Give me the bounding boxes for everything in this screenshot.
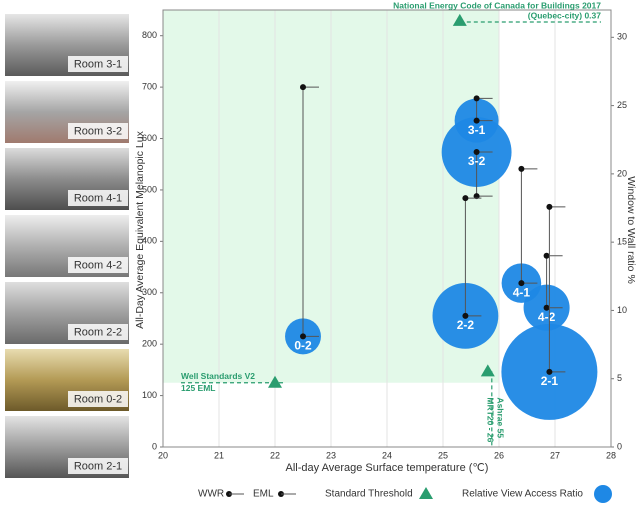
x-axis-label: All-day Average Surface temperature (℃) bbox=[286, 462, 489, 474]
room-label-bg bbox=[68, 257, 128, 273]
threshold-marker bbox=[452, 13, 467, 26]
legend-label: EML bbox=[253, 489, 274, 500]
x-tick-label: 28 bbox=[606, 450, 616, 460]
x-tick-label: 26 bbox=[494, 450, 504, 460]
bubble-label: 3-1 bbox=[468, 123, 486, 137]
room-label-bg bbox=[68, 123, 128, 139]
legend-label: WWR bbox=[198, 489, 224, 500]
room-label: Room 4-1 bbox=[74, 192, 122, 204]
bubble-label: 2-2 bbox=[457, 318, 475, 332]
eml-point bbox=[473, 193, 480, 200]
x-tick-label: 23 bbox=[326, 450, 336, 460]
eml-point bbox=[518, 165, 525, 172]
x-tick-label: 21 bbox=[214, 450, 224, 460]
y-tick-label: 300 bbox=[142, 287, 157, 297]
threshold-marker bbox=[268, 375, 282, 388]
y2-tick-label: 15 bbox=[617, 237, 627, 247]
y2-tick-label: 0 bbox=[617, 441, 622, 451]
room-label-bg bbox=[68, 458, 128, 474]
room-label: Room 4-2 bbox=[74, 259, 122, 271]
room-label-bg bbox=[68, 56, 128, 72]
wwr-point bbox=[300, 333, 306, 340]
y-tick-label: 400 bbox=[142, 236, 157, 246]
y-tick-label: 800 bbox=[142, 30, 157, 40]
x-tick-label: 27 bbox=[550, 450, 560, 460]
y2-tick-label: 10 bbox=[617, 305, 627, 315]
plot-frame bbox=[162, 9, 612, 448]
bubble-label: 4-1 bbox=[513, 285, 531, 299]
threshold-label: Well Standards V2 bbox=[181, 371, 255, 381]
y2-axis-label: Window to Wall ratio % bbox=[625, 176, 637, 284]
room-label: Room 0-2 bbox=[74, 393, 122, 405]
room-label-bg bbox=[68, 190, 128, 206]
wwr-point bbox=[473, 117, 480, 124]
bubble-label: 0-2 bbox=[294, 339, 312, 353]
x-tick-label: 20 bbox=[158, 450, 168, 460]
wwr-point bbox=[462, 312, 469, 319]
x-tick-label: 22 bbox=[270, 450, 280, 460]
wwr-point bbox=[518, 280, 525, 287]
y-tick-label: 100 bbox=[142, 390, 157, 400]
wwr-point bbox=[543, 304, 550, 311]
y-tick-label: 0 bbox=[152, 441, 157, 451]
plot-area: 20 21 22 23 24 25 26 27 280100200300400500600700… bbox=[134, 0, 637, 503]
x-tick-label: 24 bbox=[382, 450, 392, 460]
threshold-label: 125 EML bbox=[181, 383, 216, 393]
y2-tick-label: 5 bbox=[617, 373, 622, 383]
room-label: Room 2-1 bbox=[74, 460, 122, 472]
eml-point bbox=[473, 95, 480, 102]
wwr-point bbox=[546, 368, 553, 375]
bubble-label: 3-2 bbox=[468, 154, 486, 168]
eml-point bbox=[300, 84, 306, 91]
legend-label: Relative View Access Ratio bbox=[462, 489, 583, 500]
room-label-bg bbox=[68, 391, 128, 407]
bubble-label: 4-2 bbox=[538, 310, 556, 324]
y2-tick-label: 30 bbox=[617, 32, 627, 42]
threshold-label: MRT20 - 26 bbox=[486, 397, 496, 442]
threshold-marker bbox=[480, 364, 495, 377]
threshold-label: (Quebec-city) 0.37 bbox=[528, 10, 601, 20]
room-label: Room 3-1 bbox=[74, 58, 122, 70]
y2-tick-label: 20 bbox=[617, 168, 627, 178]
y2-tick-label: 25 bbox=[617, 100, 627, 110]
legend-swatch bbox=[594, 485, 612, 503]
eml-point bbox=[462, 195, 469, 202]
y-axis-label: All-Day Average Equivalent Melanopic Lux bbox=[134, 130, 146, 328]
room-label: Room 3-2 bbox=[74, 125, 122, 137]
eml-point bbox=[543, 252, 550, 259]
threshold-label: Ashrae 55 bbox=[496, 397, 506, 438]
photo-panel: Room 3-1 Room 3-2 Room 4-1 Room 4-2 Room 2-2… bbox=[5, 14, 129, 478]
wwr-point bbox=[473, 149, 480, 156]
legend-swatch bbox=[419, 487, 433, 499]
y-tick-label: 600 bbox=[142, 133, 157, 143]
legend-label: Standard Threshold bbox=[325, 489, 413, 500]
room-label-bg bbox=[68, 324, 128, 340]
eml-point bbox=[546, 203, 553, 210]
y-tick-label: 700 bbox=[142, 81, 157, 91]
y-tick-label: 200 bbox=[142, 339, 157, 349]
bubble-label: 2-1 bbox=[541, 374, 559, 388]
y-tick-label: 500 bbox=[142, 184, 157, 194]
room-label: Room 2-2 bbox=[74, 326, 122, 338]
x-tick-label: 25 bbox=[438, 450, 448, 460]
threshold-label: National Energy Code of Canada for Build… bbox=[393, 0, 601, 10]
